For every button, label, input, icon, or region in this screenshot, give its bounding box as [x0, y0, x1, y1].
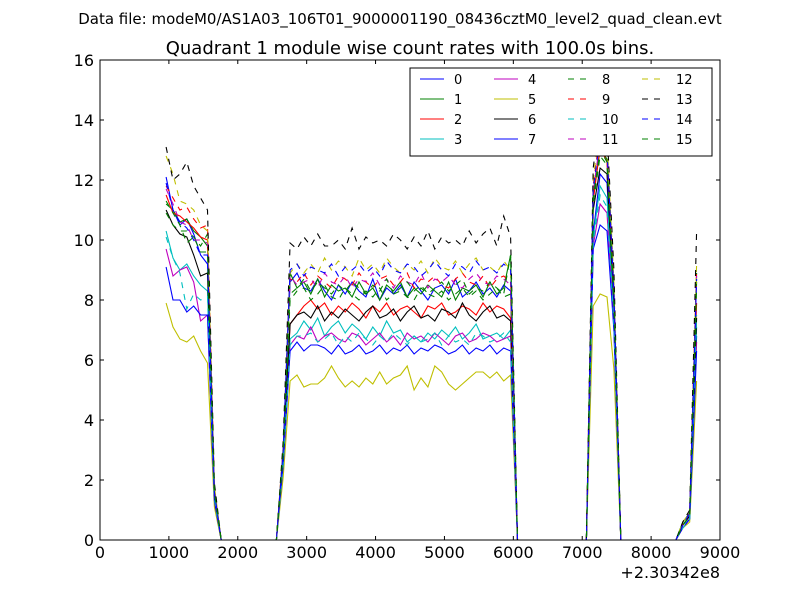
- legend-label-5: 5: [528, 93, 536, 108]
- series-line-3: [165, 184, 698, 541]
- legend-label-8: 8: [602, 73, 610, 88]
- y-tick-label: 6: [84, 351, 94, 370]
- y-tick-label: 10: [74, 231, 94, 250]
- series-line-6: [165, 166, 698, 541]
- legend-label-6: 6: [528, 113, 536, 128]
- x-tick-label: 4000: [355, 543, 396, 562]
- series-line-9: [165, 130, 698, 541]
- series-line-10: [165, 193, 698, 541]
- legend-label-4: 4: [528, 73, 536, 88]
- x-tick-label: 5000: [424, 543, 465, 562]
- y-tick-label: 14: [74, 111, 94, 130]
- y-tick-label: 4: [84, 411, 94, 430]
- plot-lines: [165, 112, 698, 541]
- legend-frame: [409, 67, 713, 157]
- x-tick-label: 3000: [286, 543, 327, 562]
- x-tick-label: 0: [95, 543, 105, 562]
- series-line-14: [165, 136, 698, 541]
- y-tick-label: 12: [74, 171, 94, 190]
- y-tick-label: 16: [74, 51, 94, 70]
- legend-label-12: 12: [676, 73, 693, 88]
- y-tick-label: 8: [84, 291, 94, 310]
- legend-label-14: 14: [676, 113, 693, 128]
- y-tick-label: 2: [84, 471, 94, 490]
- x-tick-label: 1000: [149, 543, 190, 562]
- chart-title: Quadrant 1 module wise count rates with …: [166, 38, 655, 59]
- x-tick-label: 9000: [700, 543, 741, 562]
- legend-label-9: 9: [602, 93, 610, 108]
- series-line-15: [165, 148, 698, 541]
- legend-label-10: 10: [602, 113, 619, 128]
- axis-ticks: 0 1000 2000 3000 4000 5000 6000 7000 8000 9000 0 2 4…: [74, 51, 741, 562]
- x-tick-label: 8000: [631, 543, 672, 562]
- series-line-13: [165, 112, 698, 541]
- x-offset-label: +2.30342e8: [620, 563, 720, 582]
- x-tick-label: 7000: [562, 543, 603, 562]
- series-line-2: [165, 145, 698, 541]
- x-tick-label: 2000: [217, 543, 258, 562]
- series-line-0: [165, 172, 698, 541]
- series-line-1: [165, 148, 698, 541]
- chart-suptitle: Data file: modeM0/AS1A03_106T01_90000011…: [78, 10, 722, 29]
- legend-label-2: 2: [454, 113, 462, 128]
- legend-label-13: 13: [676, 93, 693, 108]
- y-tick-label: 0: [84, 531, 94, 550]
- legend-label-15: 15: [676, 133, 693, 148]
- legend-label-0: 0: [454, 73, 462, 88]
- legend-label-3: 3: [454, 133, 462, 148]
- legend-label-7: 7: [528, 133, 536, 148]
- series-line-12: [165, 121, 698, 541]
- legend-label-1: 1: [454, 93, 462, 108]
- series-line-11: [165, 139, 698, 541]
- x-tick-label: 6000: [493, 543, 534, 562]
- legend-label-11: 11: [602, 133, 619, 148]
- series-line-8: [165, 154, 698, 541]
